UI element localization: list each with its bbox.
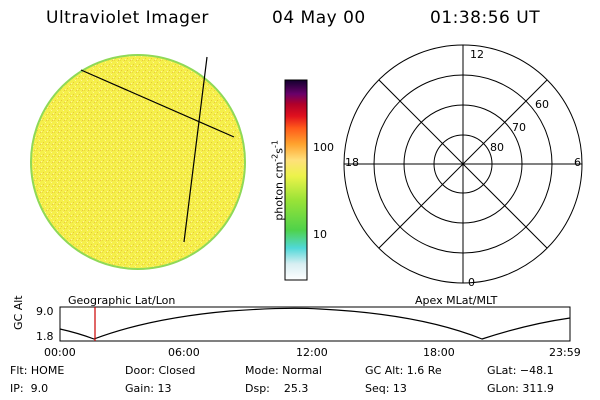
mlt-label-18: 18 xyxy=(345,156,359,169)
orbit-plot-frame xyxy=(59,306,571,342)
status-dsp: Dsp: 25.3 xyxy=(245,382,309,395)
orbit-xtick-0000: 00:00 xyxy=(44,346,76,359)
geographic-label: Geographic Lat/Lon xyxy=(68,294,176,307)
orbit-altitude-curve xyxy=(59,307,571,340)
status-door: Door: Closed xyxy=(125,364,196,377)
colorbar-tick-100: 100 xyxy=(313,141,334,154)
orbit-ytick-1-8: 1.8 xyxy=(36,330,54,343)
orbit-ylabel: GC Alt xyxy=(12,295,25,330)
orbit-xtick-0600: 06:00 xyxy=(168,346,200,359)
colorbar-tick-10: 10 xyxy=(313,228,327,241)
mlt-label-12: 12 xyxy=(470,48,484,61)
geographic-line-2 xyxy=(183,56,208,243)
status-gc-alt: GC Alt: 1.6 Re xyxy=(365,364,442,377)
mlt-label-6: 6 xyxy=(574,156,581,169)
mlat-label-80: 80 xyxy=(490,141,504,154)
status-seq: Seq: 13 xyxy=(365,382,407,395)
colorbar xyxy=(284,79,308,281)
instrument-title: Ultraviolet Imager xyxy=(46,8,209,28)
date-label: 04 May 00 xyxy=(272,8,366,28)
orbit-ytick-9: 9.0 xyxy=(36,305,54,318)
mlat-label-70: 70 xyxy=(512,121,526,134)
status-gain: Gain: 13 xyxy=(125,382,172,395)
apex-label: Apex MLat/MLT xyxy=(415,294,498,307)
status-mode: Mode: Normal xyxy=(245,364,322,377)
time-label: 01:38:56 UT xyxy=(430,8,541,28)
orbit-xtick-1800: 18:00 xyxy=(423,346,455,359)
orbit-xtick-2359: 23:59 xyxy=(549,346,581,359)
mlat-label-60: 60 xyxy=(535,98,549,111)
status-glon: GLon: 311.9 xyxy=(487,382,554,395)
status-filter: Flt: HOME xyxy=(10,364,65,377)
orbit-xtick-1200: 12:00 xyxy=(296,346,328,359)
uvi-image-disk xyxy=(30,54,246,270)
polar-diagonal-2 xyxy=(378,79,548,249)
status-ip: IP: 9.0 xyxy=(10,382,49,395)
status-glat: GLat: −48.1 xyxy=(487,364,554,377)
geographic-line-1 xyxy=(80,69,235,138)
mlt-label-0: 0 xyxy=(468,276,475,289)
